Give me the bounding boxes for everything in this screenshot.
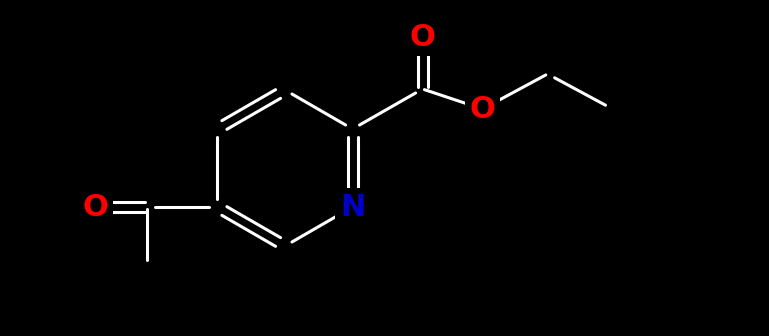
Text: N: N [340, 193, 365, 221]
Text: O: O [410, 23, 435, 51]
Text: O: O [82, 193, 108, 221]
Text: O: O [470, 94, 495, 124]
